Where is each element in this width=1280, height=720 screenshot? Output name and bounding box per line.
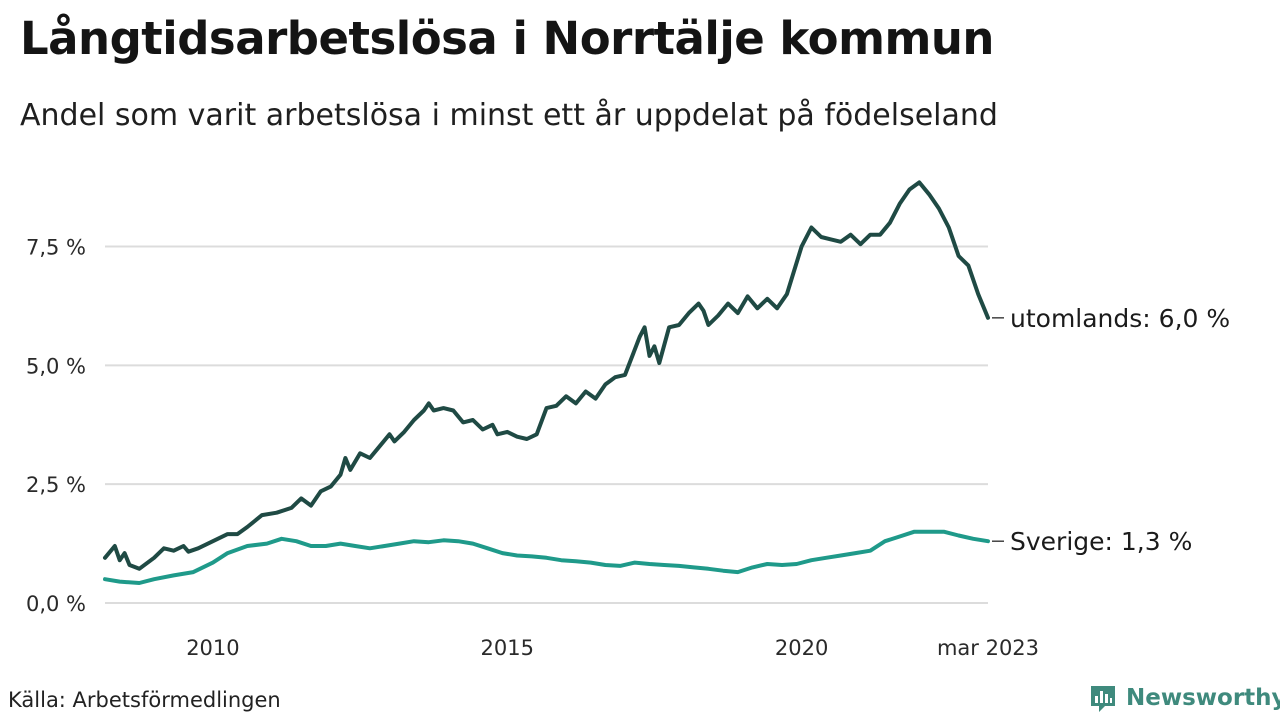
- x-tick-label: 2010: [186, 636, 239, 660]
- chart-subtitle: Andel som varit arbetslösa i minst ett å…: [20, 98, 998, 133]
- x-tick-label: mar 2023: [937, 636, 1039, 660]
- series-lines: [103, 180, 990, 585]
- newsworthy-logo-icon: [1091, 686, 1115, 712]
- y-tick-label: 5,0 %: [26, 354, 86, 378]
- series-line-sverige: [103, 529, 990, 585]
- series-end-label: utomlands: 6,0 %: [1010, 304, 1230, 333]
- x-tick-label: 2015: [481, 636, 534, 660]
- gridlines: [105, 245, 988, 604]
- series-line-utomlands: [103, 180, 990, 571]
- source-note: Källa: Arbetsförmedlingen: [8, 688, 281, 712]
- y-tick-label: 2,5 %: [26, 473, 86, 497]
- y-tick-label: 7,5 %: [26, 236, 86, 260]
- x-tick-label: 2020: [775, 636, 828, 660]
- series-end-label: Sverige: 1,3 %: [1010, 527, 1192, 556]
- x-axis-tick-labels: 2010 2015 2020 mar 2023: [186, 636, 1039, 660]
- chart-title: Långtidsarbetslösa i Norrtälje kommun: [20, 12, 994, 65]
- series-end-labels: utomlands: 6,0 % Sverige: 1,3 %: [992, 304, 1230, 556]
- brand-name: Newsworthy: [1126, 685, 1280, 711]
- newsworthy-brand[interactable]: Newsworthy: [1088, 683, 1280, 713]
- y-tick-label: 0,0 %: [26, 592, 86, 616]
- y-axis-tick-labels: 0,0 % 2,5 % 5,0 % 7,5 %: [26, 236, 86, 616]
